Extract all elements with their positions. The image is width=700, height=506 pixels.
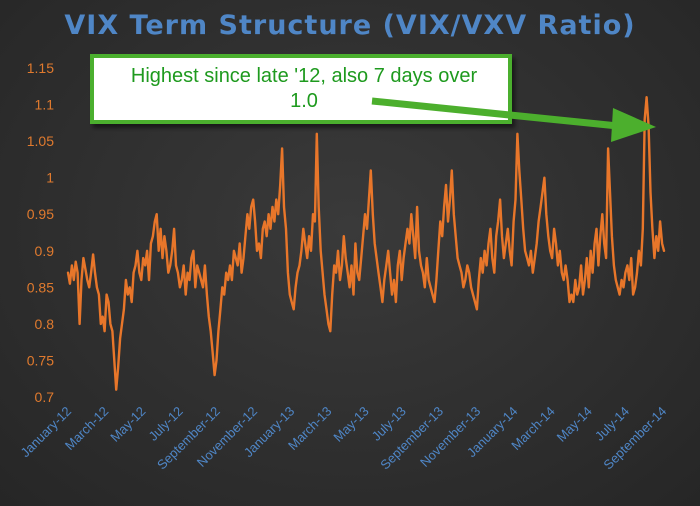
y-tick-label: 0.95: [27, 206, 54, 222]
y-tick-label: 0.85: [27, 279, 54, 295]
y-tick-label: 1.05: [27, 133, 54, 149]
y-tick-label: 0.7: [35, 389, 55, 405]
y-axis: 1.15 1.1 1.05 1 0.95 0.9 0.85 0.8 0.75 0.7: [27, 60, 54, 405]
x-tick-label: May-14: [554, 404, 595, 445]
x-tick-label: May-12: [107, 404, 148, 445]
callout-arrow-shaft: [371, 97, 619, 130]
y-tick-label: 0.75: [27, 352, 54, 368]
chart-title: VIX Term Structure (VIX/VXV Ratio): [64, 10, 635, 41]
annotation-callout: Highest since late '12, also 7 days over…: [90, 54, 512, 124]
callout-text-line-1: Highest since late '12, also 7 days over: [131, 65, 478, 87]
y-tick-label: 0.8: [35, 316, 55, 332]
y-tick-label: 1.1: [35, 97, 55, 113]
x-axis: January-12March-12May-12July-12September…: [18, 404, 670, 473]
callout-arrow: [371, 97, 656, 142]
y-tick-label: 0.9: [35, 243, 55, 259]
series-line-vix-vxv-ratio: [66, 96, 666, 391]
callout-text-line-2: 1.0: [290, 90, 318, 112]
x-tick-label: January-12: [18, 404, 75, 461]
callout-arrow-head: [611, 108, 656, 142]
x-tick-label: May-13: [330, 404, 371, 445]
y-tick-label: 1.15: [27, 60, 54, 76]
y-tick-label: 1: [46, 170, 54, 186]
